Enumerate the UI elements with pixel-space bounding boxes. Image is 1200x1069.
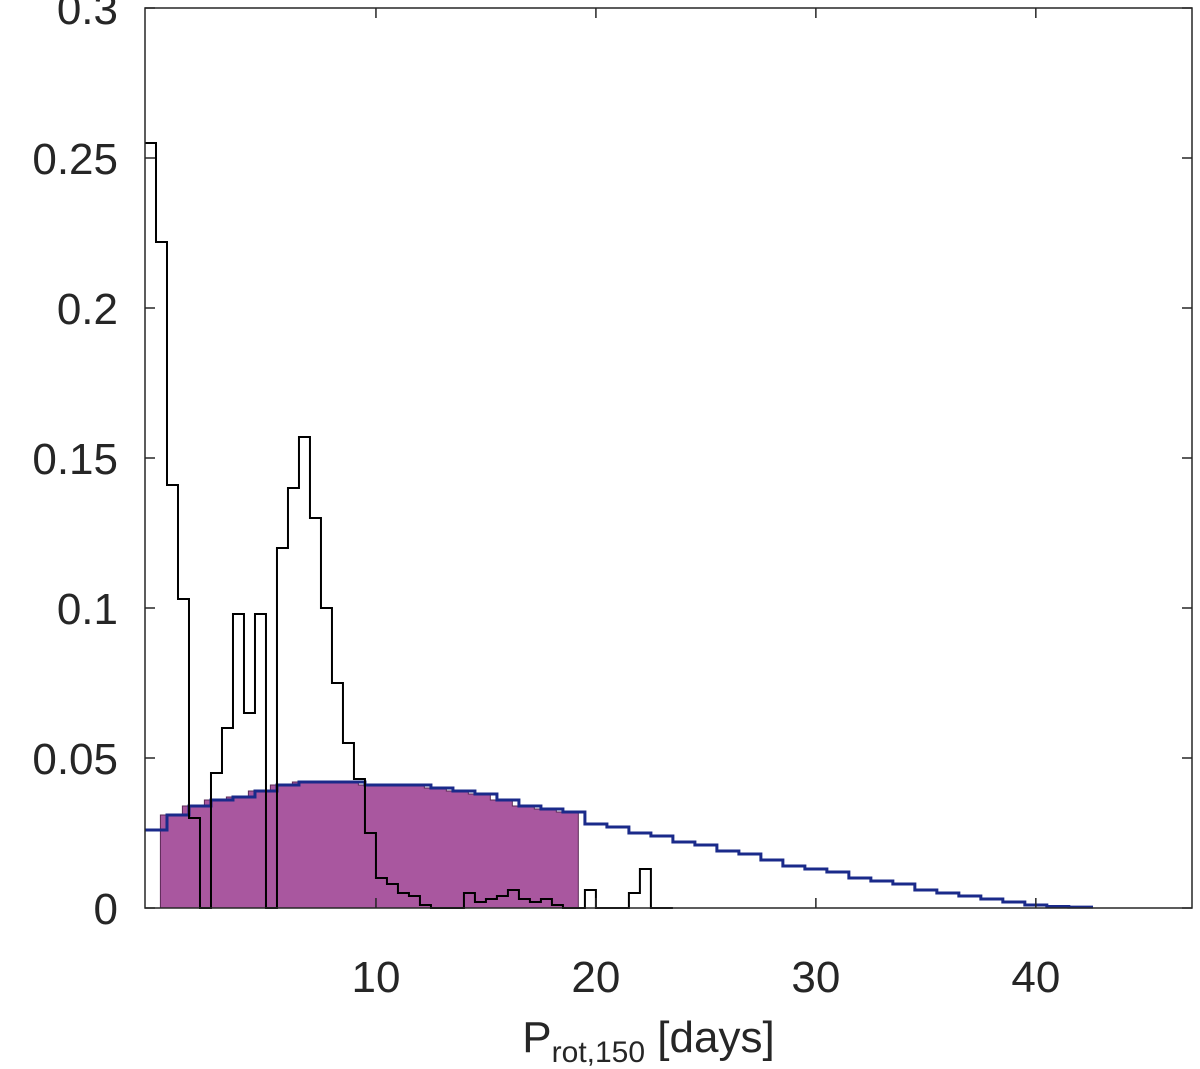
x-axis-title-main: P xyxy=(522,1013,551,1062)
x-axis-title-subscript: rot,150 xyxy=(552,1036,645,1069)
y-tick-label: 0.2 xyxy=(57,285,118,334)
x-tick-label: 30 xyxy=(791,953,840,1002)
x-tick-label: 40 xyxy=(1011,953,1060,1002)
plot-area xyxy=(145,142,1094,909)
axes-box xyxy=(144,7,1193,909)
y-tick-label: 0.1 xyxy=(57,585,118,634)
blue-histogram-series xyxy=(145,780,1094,909)
x-axis: 10 20 30 40 xyxy=(351,8,1060,1002)
y-tick-label: 0.3 xyxy=(57,0,118,34)
y-axis: 0 0.05 0.1 0.15 0.2 0.25 0.3 xyxy=(32,0,1192,934)
y-tick-label: 0.05 xyxy=(32,735,118,784)
y-tick-label: 0.25 xyxy=(32,135,118,184)
y-tick-label: 0.15 xyxy=(32,435,118,484)
x-axis-title: Prot,150 [days] xyxy=(522,1013,774,1069)
y-tick-label: 0 xyxy=(94,885,118,934)
x-tick-label: 20 xyxy=(571,953,620,1002)
x-axis-title-suffix: [days] xyxy=(645,1013,775,1062)
x-tick-label: 10 xyxy=(351,953,400,1002)
